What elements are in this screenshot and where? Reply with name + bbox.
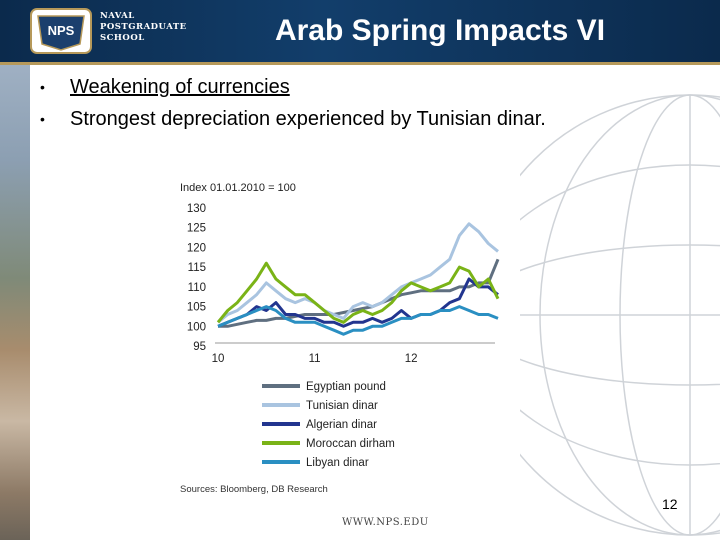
campus-photo-strip — [0, 65, 30, 540]
y-tick-label: 125 — [187, 223, 206, 235]
y-tick-label: 95 — [193, 341, 206, 353]
slide-title: Arab Spring Impacts VI — [274, 14, 606, 47]
bullet-text: Strongest depreciation experienced by Tu… — [70, 108, 546, 130]
x-tick-label: 12 — [405, 353, 418, 365]
seal-text: NPS — [48, 23, 75, 38]
bullet-text: Weakening of currencies — [70, 76, 290, 98]
legend-label: Egyptian pound — [306, 381, 386, 393]
series-line-algerian-dinar — [217, 277, 499, 328]
y-tick-label: 110 — [188, 282, 206, 294]
chart-title: Index 01.01.2010 = 100 — [180, 182, 296, 194]
y-tick-label: 120 — [187, 242, 206, 254]
series-line-egyptian-pound — [218, 258, 500, 328]
header-gold-rule — [0, 62, 720, 65]
exchange-rate-chart: Index 01.01.2010 = 100 130 125 120 115 110 10… — [180, 182, 500, 495]
x-tick-label: 11 — [309, 353, 321, 365]
y-tick-label: 105 — [187, 302, 206, 314]
bullet-marker: • — [40, 79, 45, 95]
series-line-tunisian-dinar — [217, 222, 499, 324]
legend-label: Libyan dinar — [306, 457, 369, 469]
page-number: 12 — [662, 496, 678, 512]
nps-seal-logo: NPS — [30, 8, 92, 54]
series-lines — [216, 222, 500, 336]
y-axis-ticks: 130 125 120 115 110 105 100 95 — [187, 203, 206, 353]
chart-legend: Egyptian pound Tunisian dinar Algerian din… — [262, 381, 395, 469]
logo-line-2: POSTGRADUATE — [100, 22, 187, 32]
chart-source: Sources: Bloomberg, DB Research — [180, 484, 328, 495]
chart-panel: Index 01.01.2010 = 100 130 125 120 115 110 10… — [170, 168, 520, 503]
legend-label: Moroccan dirham — [306, 438, 395, 450]
bullet-marker: • — [40, 111, 45, 127]
legend-label: Tunisian dinar — [306, 400, 378, 412]
logo-line-1: NAVAL — [100, 11, 135, 21]
legend-label: Algerian dinar — [306, 419, 377, 431]
series-line-libyan-dinar — [217, 305, 499, 336]
y-tick-label: 115 — [188, 262, 206, 274]
y-tick-label: 130 — [187, 203, 206, 215]
footer-url: WWW.NPS.EDU — [342, 517, 429, 528]
school-name-logo-text: NAVAL POSTGRADUATE SCHOOL — [100, 11, 187, 44]
x-axis-ticks: 10 11 12 — [212, 353, 418, 365]
series-line-moroccan-dirham — [216, 261, 500, 324]
y-tick-label: 100 — [187, 321, 206, 333]
x-tick-label: 10 — [212, 353, 225, 365]
header-background — [0, 0, 720, 62]
header-bar: NPS NAVAL POSTGRADUATE SCHOOL Arab Sprin… — [0, 0, 720, 62]
logo-line-3: SCHOOL — [100, 33, 145, 43]
